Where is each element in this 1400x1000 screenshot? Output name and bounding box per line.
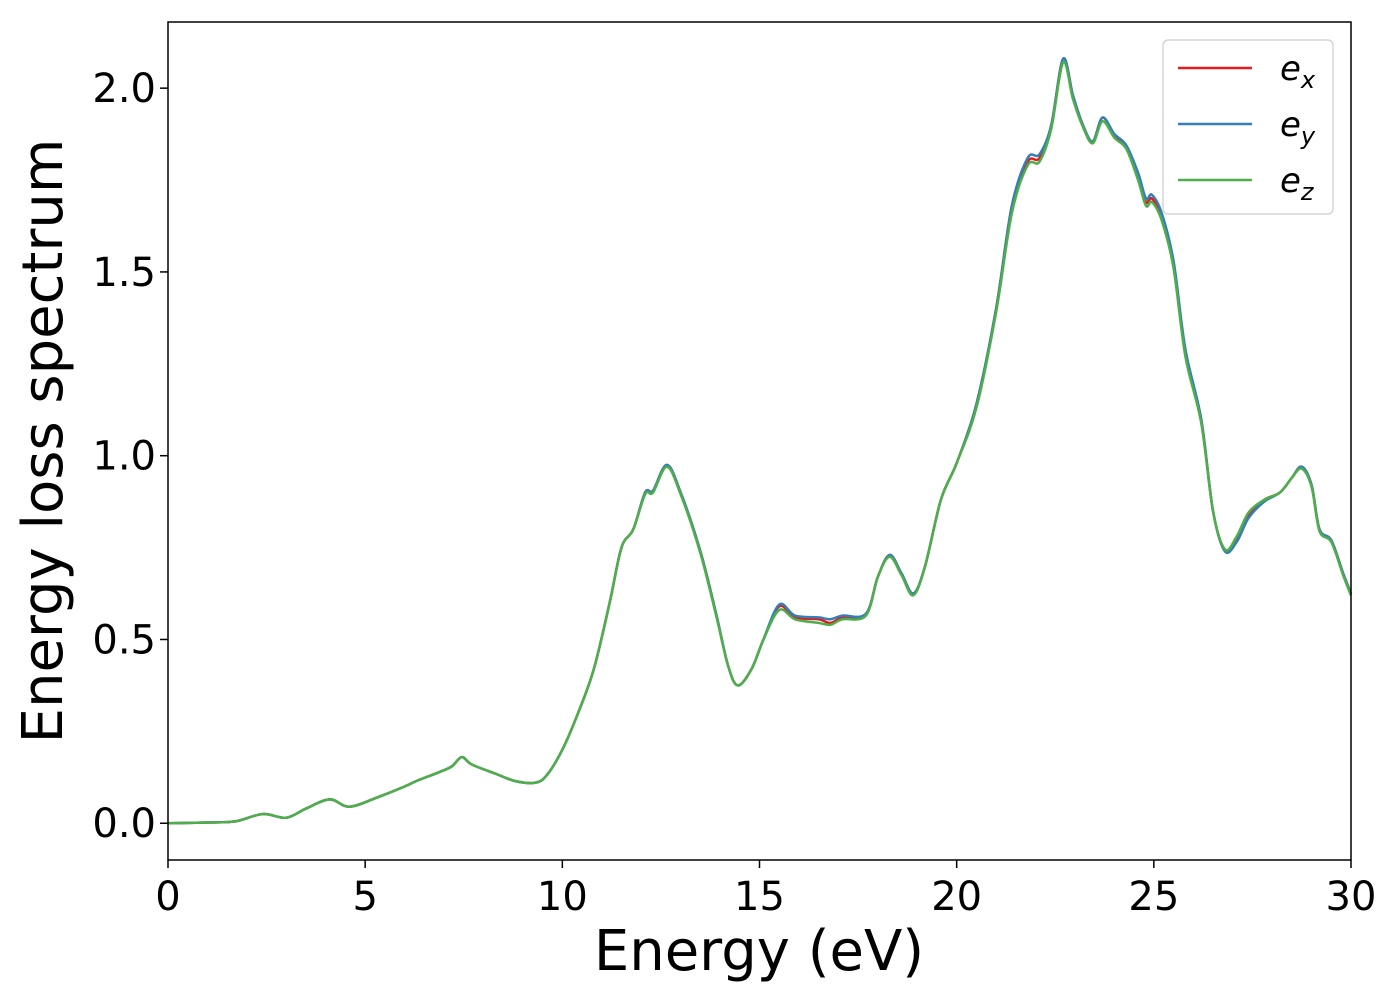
series-layer (167, 57, 1353, 825)
legend-entry-subscript: x (1300, 66, 1316, 94)
x-tick-label: 25 (1128, 874, 1179, 920)
series-line-ez (167, 60, 1353, 825)
x-tick-label: 30 (1326, 874, 1377, 920)
y-tick-label: 0.5 (92, 617, 156, 663)
legend-entry-subscript: y (1300, 122, 1316, 150)
y-tick-label: 2.0 (92, 66, 156, 112)
y-tick-label: 1.0 (92, 434, 156, 480)
x-axis-label: Energy (eV) (594, 919, 924, 984)
legend-entry: ey (1280, 105, 1316, 150)
x-tick-label: 5 (352, 874, 377, 920)
x-tick-label: 0 (155, 874, 180, 920)
x-axis: 0 5 10 15 20 25 30 (155, 860, 1376, 920)
legend-entry: ex (1280, 49, 1316, 94)
y-tick-label: 0.0 (92, 801, 156, 847)
x-tick-label: 20 (931, 874, 982, 920)
x-tick-label: 15 (734, 874, 785, 920)
legend-box (1162, 39, 1334, 215)
legend-entry-subscript: z (1300, 178, 1315, 206)
y-axis-label: Energy loss spectrum (11, 139, 76, 744)
y-axis: 0.0 0.5 1.0 1.5 2.0 (92, 66, 168, 847)
x-tick-label: 10 (537, 874, 588, 920)
y-tick-label: 1.5 (92, 250, 156, 296)
